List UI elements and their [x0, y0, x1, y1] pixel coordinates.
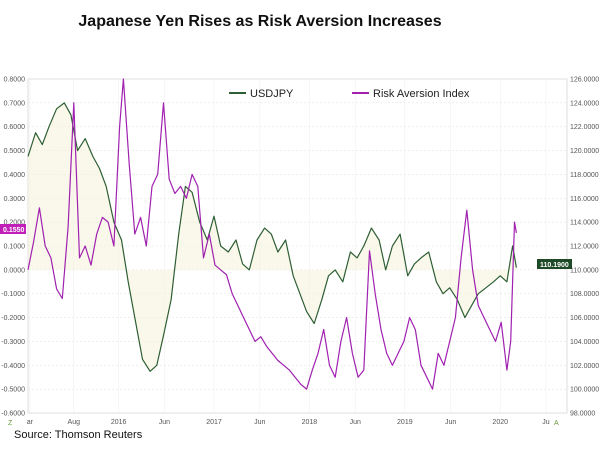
- left-tick-label: -0.6000: [1, 411, 25, 418]
- left-tick-label: -0.1000: [1, 291, 25, 298]
- left-tick-label: -0.2000: [1, 315, 25, 322]
- legend: USDJPY Risk Aversion Index: [229, 88, 470, 100]
- x-axis-ticks: ar Aug 2016 Jun 2017 Jun 2018 Jun 2019 Jun 2020 Ju: [27, 419, 550, 426]
- right-tick-label: 122.0000: [570, 124, 599, 131]
- x-tick-label: Jun: [350, 419, 361, 426]
- right-tick-label: 114.0000: [570, 220, 599, 227]
- series-layer: [27, 78, 517, 390]
- right-tick-label: 120.0000: [570, 148, 599, 155]
- usdjpy-badge-label: 110.1900: [540, 262, 569, 269]
- left-tick-label: 0.3000: [4, 196, 26, 203]
- corner-label-left: Z: [8, 420, 13, 427]
- right-tick-label: 100.0000: [570, 387, 599, 394]
- right-tick-label: 116.0000: [570, 196, 599, 203]
- right-tick-label: 124.0000: [570, 100, 599, 107]
- x-tick-label: 2017: [206, 419, 222, 426]
- x-tick-label: Jun: [254, 419, 265, 426]
- left-tick-label: -0.4000: [1, 363, 25, 370]
- series-line-usdjpy: [27, 102, 517, 372]
- right-tick-label: 102.0000: [570, 363, 599, 370]
- x-tick-label: Jun: [159, 419, 170, 426]
- x-tick-label: Ju: [542, 419, 550, 426]
- x-tick-label: Aug: [68, 419, 81, 426]
- right-tick-label: 106.0000: [570, 315, 599, 322]
- series-line-risk-aversion: [27, 78, 517, 390]
- right-tick-label: 98.0000: [570, 411, 595, 418]
- left-tick-label: -0.3000: [1, 339, 25, 346]
- x-tick-label: 2018: [302, 419, 318, 426]
- left-tick-label: 0.2000: [4, 220, 26, 227]
- plot-area: [27, 78, 568, 414]
- risk-aversion-badge-label: 0.1550: [3, 227, 25, 234]
- left-tick-label: 0.8000: [4, 77, 26, 84]
- left-tick-label: 0.7000: [4, 100, 26, 107]
- corner-label-right: A: [554, 420, 559, 427]
- x-tick-label: 2016: [111, 419, 127, 426]
- value-badges: 0.1550 110.1900: [0, 224, 572, 269]
- left-tick-label: 0.0000: [4, 267, 26, 274]
- left-tick-label: 0.5000: [4, 148, 26, 155]
- left-tick-label: -0.5000: [1, 387, 25, 394]
- x-tick-label: ar: [27, 419, 34, 426]
- right-tick-label: 126.0000: [570, 77, 599, 84]
- legend-label-risk-aversion: Risk Aversion Index: [373, 88, 470, 100]
- left-axis-ticks: 0.8000 0.7000 0.6000 0.5000 0.4000 0.3000 0.20…: [1, 77, 25, 418]
- risk-aversion-badge: [0, 224, 26, 234]
- x-tick-label: 2020: [492, 419, 508, 426]
- right-tick-label: 108.0000: [570, 291, 599, 298]
- source-note: Source: Thomson Reuters: [14, 429, 143, 441]
- right-tick-label: 118.0000: [570, 172, 599, 179]
- left-tick-label: 0.6000: [4, 124, 26, 131]
- usdjpy-badge: [537, 259, 572, 269]
- right-tick-label: 104.0000: [570, 339, 599, 346]
- x-tick-label: Jun: [445, 419, 456, 426]
- right-tick-label: 112.0000: [570, 244, 599, 251]
- right-axis-ticks: 126.0000 124.0000 122.0000 120.0000 118.0000…: [570, 77, 599, 418]
- left-tick-label: 0.4000: [4, 172, 26, 179]
- chart-title: Japanese Yen Rises as Risk Aversion Incr…: [78, 13, 441, 30]
- right-tick-label: 110.0000: [570, 267, 599, 274]
- x-tick-label: 2019: [397, 419, 413, 426]
- left-tick-label: 0.1000: [4, 244, 26, 251]
- legend-label-usdjpy: USDJPY: [250, 88, 294, 100]
